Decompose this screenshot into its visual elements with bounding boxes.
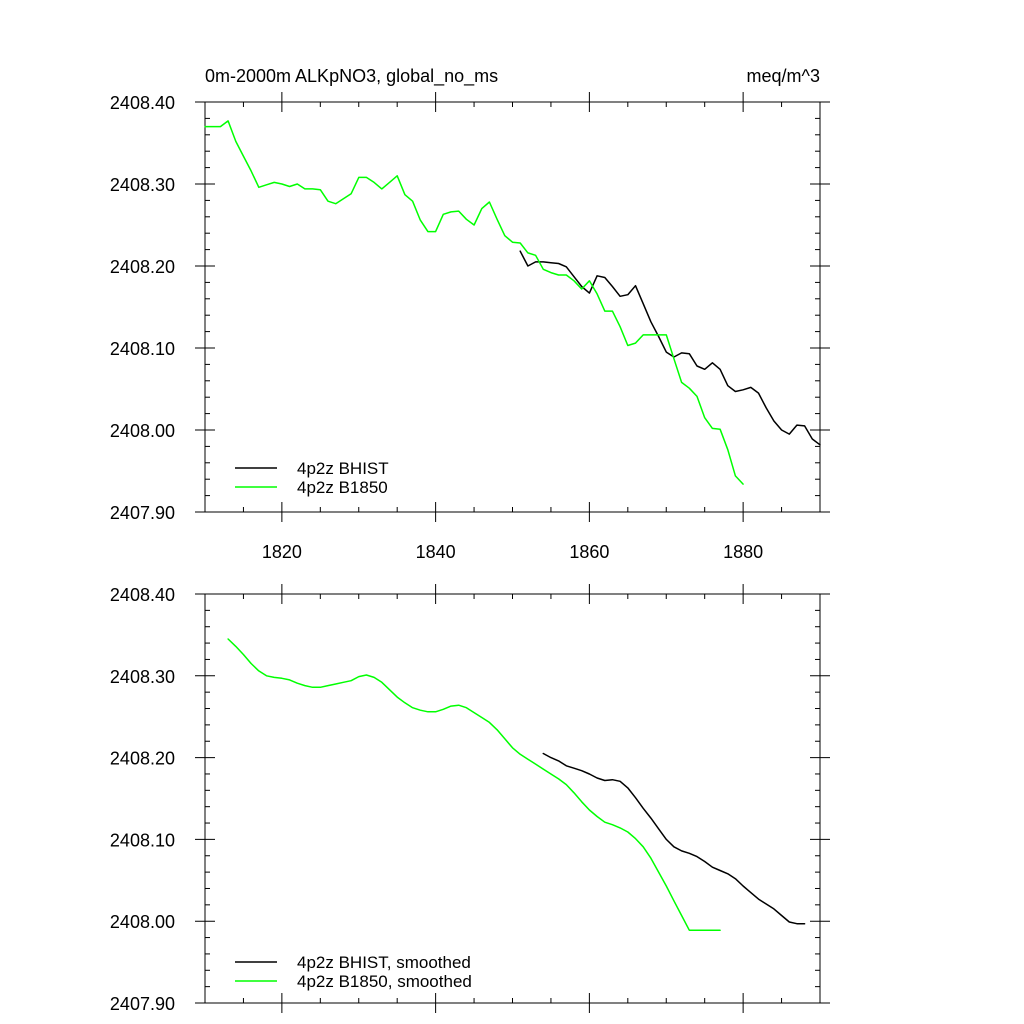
y-tick-label: 2408.40 [110, 93, 175, 113]
y-tick-label: 2408.30 [110, 175, 175, 195]
y-tick-label: 2408.10 [110, 830, 175, 850]
x-tick-label: 1820 [262, 542, 302, 562]
x-tick-label: 1840 [416, 542, 456, 562]
legend-label: 4p2z BHIST [297, 459, 389, 478]
y-tick-label: 2408.10 [110, 339, 175, 359]
chart-title: 0m-2000m ALKpNO3, global_no_ms [205, 66, 498, 87]
y-tick-label: 2407.90 [110, 503, 175, 523]
chart-units: meq/m^3 [747, 66, 820, 86]
legend-label: 4p2z B1850 [297, 478, 388, 497]
series-line-2 [204, 120, 744, 485]
legend-label: 4p2z B1850, smoothed [297, 972, 472, 991]
x-tick-label: 1880 [723, 542, 763, 562]
chart-panel-1: 1820 1840 1860 1880 2407.90 2408.00 2408.10 240… [110, 66, 830, 562]
y-tick-label: 2408.20 [110, 257, 175, 277]
y-tick-label: 2408.20 [110, 749, 175, 769]
x-tick-label: 1860 [569, 542, 609, 562]
chart-panel-2: 2407.90 2408.00 2408.10 2408.20 2408.30 2408.… [110, 584, 830, 1014]
plot-frame [204, 593, 821, 1004]
series-line-1 [519, 250, 821, 446]
y-tick-label: 2408.30 [110, 667, 175, 687]
y-tick-label: 2408.00 [110, 421, 175, 441]
series-line-1 [542, 752, 806, 925]
legend-label: 4p2z BHIST, smoothed [297, 953, 471, 972]
y-tick-label: 2407.90 [110, 994, 175, 1014]
series-line-2 [227, 638, 721, 931]
y-tick-label: 2408.40 [110, 585, 175, 605]
y-tick-label: 2408.00 [110, 912, 175, 932]
